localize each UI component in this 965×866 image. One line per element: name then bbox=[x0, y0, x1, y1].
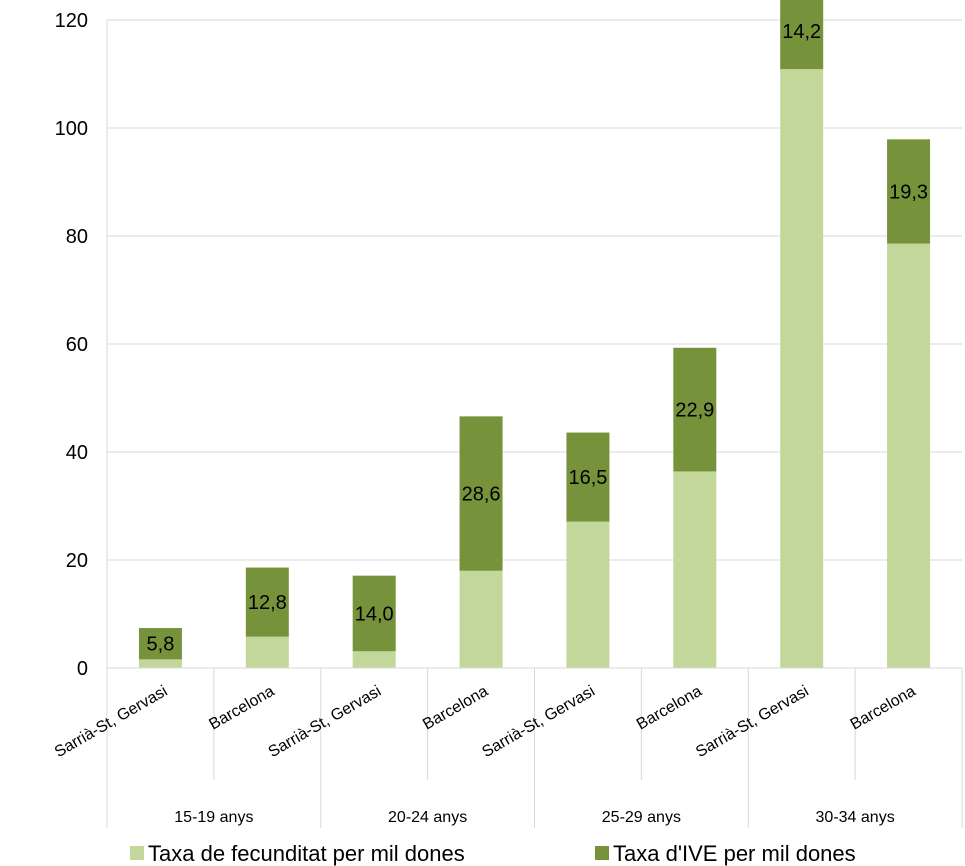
bar-fecunditat bbox=[566, 521, 610, 668]
x-category-label: Barcelona bbox=[634, 683, 705, 734]
bar-ive bbox=[138, 628, 182, 660]
data-label-ive: 5,8 bbox=[147, 634, 175, 656]
bar-ive bbox=[566, 432, 610, 522]
y-tick-label: 20 bbox=[66, 550, 88, 572]
bar-ive bbox=[245, 567, 289, 637]
data-label-ive: 14,0 bbox=[355, 603, 394, 625]
data-label-ive: 14,2 bbox=[782, 21, 821, 43]
x-group-label: 25-29 anys bbox=[602, 809, 681, 826]
bar-fecunditat bbox=[780, 69, 824, 668]
x-category-label: Sarrià-St, Gervasi bbox=[52, 683, 171, 761]
bar-ive bbox=[352, 575, 396, 652]
axes bbox=[106, 20, 963, 828]
bar-ive bbox=[673, 347, 717, 472]
x-group-label: 30-34 anys bbox=[816, 809, 895, 826]
x-category-label: Barcelona bbox=[848, 683, 919, 734]
legend-swatch-fecunditat bbox=[130, 846, 144, 860]
y-tick-label: 80 bbox=[66, 226, 88, 248]
bar-ive bbox=[780, 0, 824, 70]
legend-label-fecunditat: Taxa de fecunditat per mil dones bbox=[148, 841, 465, 866]
y-tick-label: 60 bbox=[66, 334, 88, 356]
bar-ive bbox=[459, 416, 503, 571]
legend: Taxa de fecunditat per mil dones Taxa d'… bbox=[130, 841, 856, 866]
x-category-label: Sarrià-St, Gervasi bbox=[266, 683, 385, 761]
bar-fecunditat bbox=[245, 636, 289, 668]
y-tick-label: 120 bbox=[55, 10, 88, 32]
bar-fecunditat bbox=[352, 651, 396, 668]
y-tick-label: 40 bbox=[66, 442, 88, 464]
x-group-label: 20-24 anys bbox=[388, 809, 467, 826]
legend-label-ive: Taxa d'IVE per mil dones bbox=[613, 841, 856, 866]
y-tick-label: 0 bbox=[77, 658, 88, 680]
data-label-ive: 22,9 bbox=[675, 400, 714, 422]
gridlines bbox=[107, 19, 962, 561]
legend-swatch-ive bbox=[595, 846, 609, 860]
bar-fecunditat bbox=[673, 471, 717, 668]
bar-fecunditat bbox=[887, 243, 931, 668]
x-category-label: Sarrià-St, Gervasi bbox=[693, 683, 812, 761]
bar-fecunditat bbox=[459, 570, 503, 668]
bar-fecunditat bbox=[138, 659, 182, 668]
x-category-label: Barcelona bbox=[420, 683, 491, 734]
data-label-ive: 12,8 bbox=[248, 592, 287, 614]
y-tick-label: 100 bbox=[55, 118, 88, 140]
bars bbox=[138, 0, 931, 668]
x-category-label: Sarrià-St, Gervasi bbox=[479, 683, 598, 761]
data-label-ive: 16,5 bbox=[568, 467, 607, 489]
bar-ive bbox=[887, 139, 931, 244]
x-group-label: 15-19 anys bbox=[174, 809, 253, 826]
x-category-label: Barcelona bbox=[206, 683, 277, 734]
data-label-ive: 19,3 bbox=[889, 181, 928, 203]
data-label-ive: 28,6 bbox=[462, 484, 501, 506]
